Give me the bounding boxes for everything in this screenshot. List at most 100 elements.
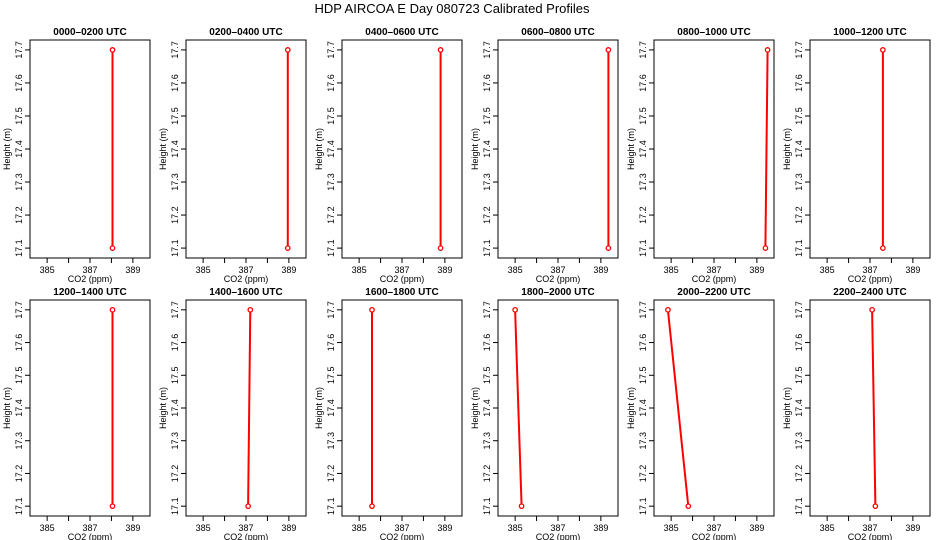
y-tick-label: 17.1 [482,239,492,257]
y-tick-label: 17.3 [482,173,492,191]
y-tick-label: 17.6 [638,334,648,352]
y-tick-label: 17.7 [170,301,180,319]
y-tick-label: 17.7 [170,41,180,59]
x-tick-label: 387 [862,265,877,275]
y-tick-label: 17.1 [170,239,180,257]
y-axis-label: Height (m) [782,387,792,429]
y-tick-label: 17.3 [170,173,180,191]
data-point [369,306,375,313]
y-tick-label: 17.3 [638,173,648,191]
data-point [437,245,444,251]
y-tick-label: 17.7 [638,301,648,319]
x-tick-label: 387 [82,523,97,533]
y-tick-label: 17.5 [326,107,336,125]
x-tick-label: 389 [125,523,140,533]
data-point [605,245,612,251]
panel-title: 2000–2200 UTC [677,287,750,298]
x-tick-label: 389 [749,265,764,275]
plot-frame [341,299,463,517]
profile-line [871,309,877,507]
y-tick-label: 17.1 [794,239,804,257]
x-tick-label: 387 [862,523,877,533]
panel-title: 0200–0400 UTC [209,27,282,38]
y-tick-label: 17.2 [326,206,336,224]
y-axis-label: Height (m) [470,128,480,170]
data-point [762,245,769,251]
y-tick-label: 17.3 [794,173,804,191]
y-tick-label: 17.1 [326,239,336,257]
y-tick-label: 17.5 [794,367,804,385]
panel-title: 0400–0600 UTC [365,27,438,38]
y-tick-label: 17.7 [326,301,336,319]
y-tick-label: 17.4 [170,399,180,417]
y-tick-label: 17.4 [326,399,336,417]
x-tick-label: 385 [820,265,835,275]
y-tick-label: 17.3 [170,432,180,450]
plot-frame [29,299,151,517]
y-tick-label: 17.3 [794,432,804,450]
y-tick-label: 17.5 [482,107,492,125]
y-tick-label: 17.6 [482,74,492,92]
y-tick-label: 17.1 [638,239,648,257]
panel-title: 1800–2000 UTC [521,287,594,298]
x-tick-label: 389 [125,265,140,275]
chart-panel: 0200–0400 UTC 385 387 389 17.1 17.2 17.3 17.4 17… [158,27,307,284]
data-point [605,47,612,53]
chart-panel: 0800–1000 UTC 385 387 389 17.1 17.2 17.3 17.4 17… [626,27,775,284]
profile-line [514,309,523,507]
x-tick-label: 389 [437,523,452,533]
profile-line [764,49,769,249]
x-tick-label: 387 [550,265,565,275]
y-tick-label: 17.2 [14,465,24,483]
chart-panel: 2200–2400 UTC 385 387 389 17.1 17.2 17.3 17.4 17… [782,287,931,540]
x-tick-label: 385 [196,523,211,533]
x-tick-label: 387 [238,523,253,533]
data-point [109,245,116,251]
data-point [518,503,525,510]
data-point [512,306,518,313]
x-tick-label: 389 [905,265,920,275]
y-axis-label: Height (m) [2,387,12,429]
chart-panel: 0600–0800 UTC 385 387 389 17.1 17.2 17.3 17.4 17… [470,27,619,284]
x-axis-label: CO2 (ppm) [224,274,269,284]
chart-panel: 2000–2200 UTC 385 387 389 17.1 17.2 17.3 17.4 17… [626,287,775,540]
plot-frame [341,39,463,259]
data-point [369,503,375,510]
y-tick-label: 17.5 [170,107,180,125]
data-point [245,503,251,510]
panels: 0000–0200 UTC 385 387 389 17.1 17.2 17.3 17.4 17… [2,27,931,540]
chart-panel: 1200–1400 UTC 385 387 389 17.1 17.2 17.3 17.4 17… [2,287,151,540]
figure-title: HDP AIRCOA E Day 080723 Calibrated Profi… [314,1,590,16]
x-tick-label: 389 [593,523,608,533]
x-axis-label: CO2 (ppm) [848,532,893,540]
y-tick-label: 17.7 [638,41,648,59]
x-tick-label: 389 [593,265,608,275]
y-tick-label: 17.5 [326,367,336,385]
x-axis-label: CO2 (ppm) [692,274,737,284]
y-tick-label: 17.4 [14,140,24,158]
x-axis-label: CO2 (ppm) [380,532,425,540]
y-tick-label: 17.4 [638,140,648,158]
y-tick-label: 17.7 [794,301,804,319]
y-tick-label: 17.3 [14,432,24,450]
x-tick-label: 387 [82,265,97,275]
x-tick-label: 385 [196,265,211,275]
y-tick-label: 17.1 [638,497,648,515]
panel-title: 1200–1400 UTC [53,287,126,298]
y-tick-label: 17.5 [14,107,24,125]
chart-panel: 0400–0600 UTC 385 387 389 17.1 17.2 17.3 17.4 17… [314,27,463,284]
y-tick-label: 17.3 [482,432,492,450]
y-tick-label: 17.1 [170,497,180,515]
profile-line [666,309,690,507]
y-tick-label: 17.6 [170,334,180,352]
chart-panel: 1800–2000 UTC 385 387 389 17.1 17.2 17.3 17.4 17… [470,287,619,540]
x-tick-label: 389 [905,523,920,533]
y-tick-label: 17.7 [14,41,24,59]
y-axis-label: Height (m) [626,387,636,429]
y-tick-label: 17.3 [326,432,336,450]
y-tick-label: 17.4 [794,399,804,417]
data-point [764,47,771,53]
plot-frame [809,299,931,517]
profile-line [247,309,252,507]
y-tick-label: 17.2 [638,206,648,224]
